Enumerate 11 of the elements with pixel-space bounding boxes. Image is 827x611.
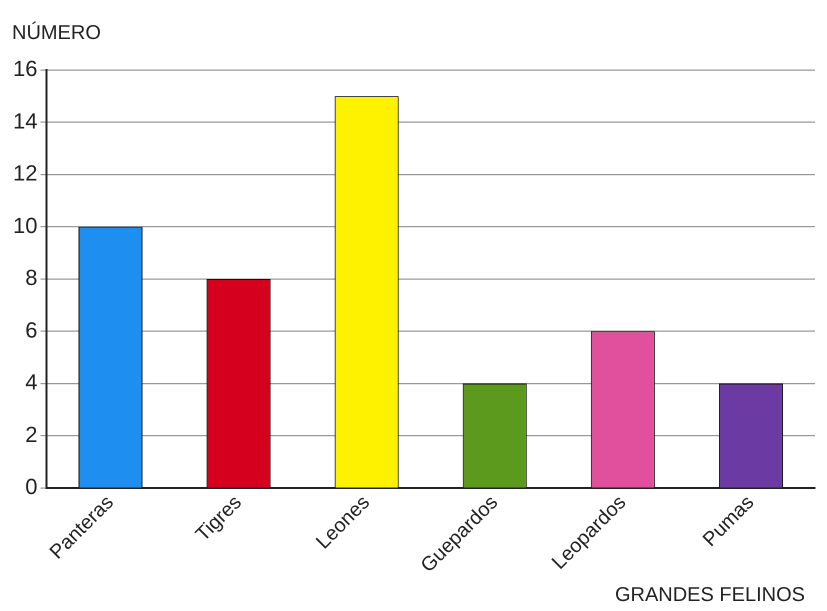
y-tick-label: 8 [25,265,38,290]
y-tick-label: 14 [12,108,38,134]
y-tick-label: 0 [25,474,38,500]
y-tick-label: 4 [25,370,38,395]
y-tick-label: 12 [12,160,38,186]
y-tick-label: 2 [25,422,38,447]
y-tick-label: 10 [12,212,38,238]
y-tick-label: 6 [25,317,38,342]
x-axis-title: GRANDES FELINOS [614,584,805,607]
y-tick-label: 16 [12,56,38,82]
y-axis-title: NÚMERO [12,22,101,45]
